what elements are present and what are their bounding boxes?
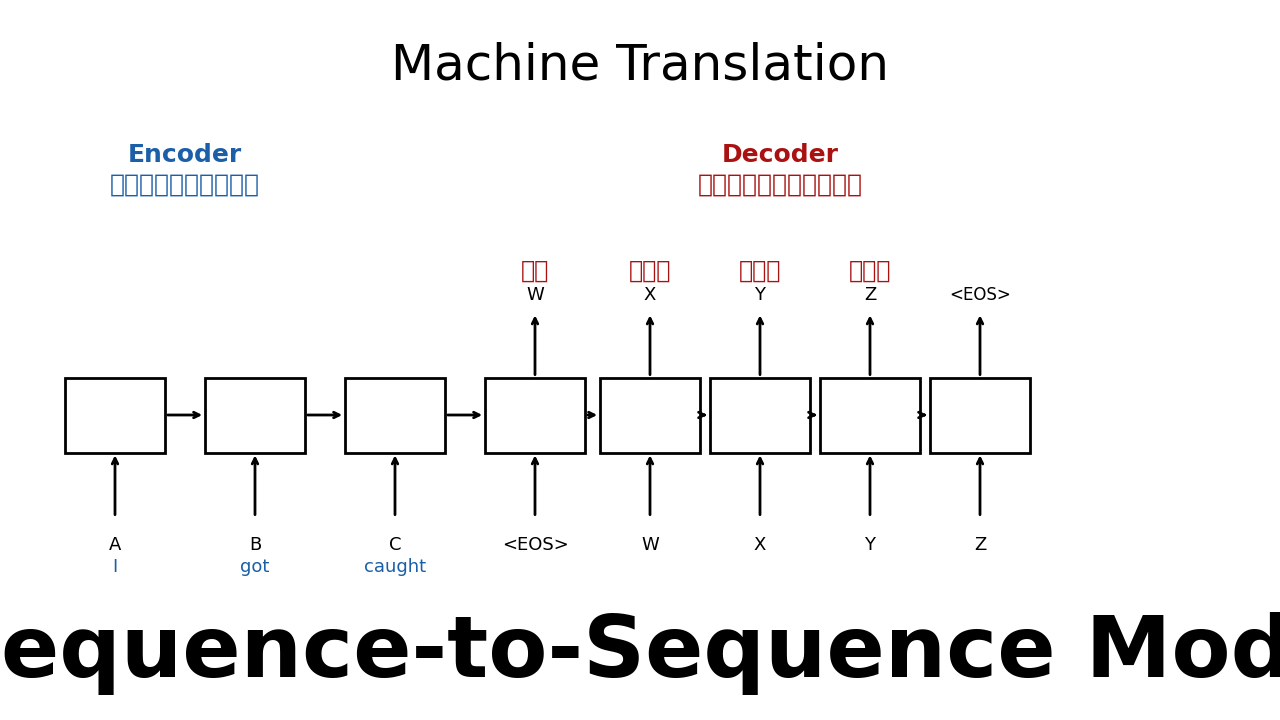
Text: Decoder: Decoder	[722, 143, 838, 167]
Text: ได้: ได้	[849, 258, 891, 282]
Text: W: W	[526, 287, 544, 305]
Text: I: I	[113, 557, 118, 575]
Text: W: W	[641, 536, 659, 554]
Text: ภาษาต้นทาง: ภาษาต้นทาง	[110, 173, 260, 197]
Text: Machine Translation: Machine Translation	[390, 41, 890, 89]
Text: X: X	[644, 287, 657, 305]
Bar	[931, 377, 1030, 452]
Text: Y: Y	[864, 536, 876, 554]
Text: caught: caught	[364, 557, 426, 575]
Bar	[820, 377, 920, 452]
Text: ถูก: ถูก	[628, 258, 671, 282]
Bar	[65, 377, 165, 452]
Text: got: got	[241, 557, 270, 575]
Text: Z: Z	[974, 536, 986, 554]
Text: B: B	[248, 536, 261, 554]
Text: C: C	[389, 536, 401, 554]
Text: Encoder: Encoder	[128, 143, 242, 167]
Text: ภาษาปลายทาง: ภาษาปลายทาง	[698, 173, 863, 197]
Bar	[205, 377, 305, 452]
Text: Z: Z	[864, 287, 876, 305]
Bar	[346, 377, 445, 452]
Text: จับ: จับ	[739, 258, 781, 282]
Bar	[710, 377, 810, 452]
Text: ผม: ผม	[521, 258, 549, 282]
Text: Sequence-to-Sequence Model: Sequence-to-Sequence Model	[0, 612, 1280, 695]
Bar	[600, 377, 700, 452]
Text: <EOS>: <EOS>	[948, 287, 1011, 305]
Text: <EOS>: <EOS>	[502, 536, 568, 554]
Text: Y: Y	[754, 287, 765, 305]
Bar	[485, 377, 585, 452]
Text: X: X	[754, 536, 767, 554]
Text: A: A	[109, 536, 122, 554]
